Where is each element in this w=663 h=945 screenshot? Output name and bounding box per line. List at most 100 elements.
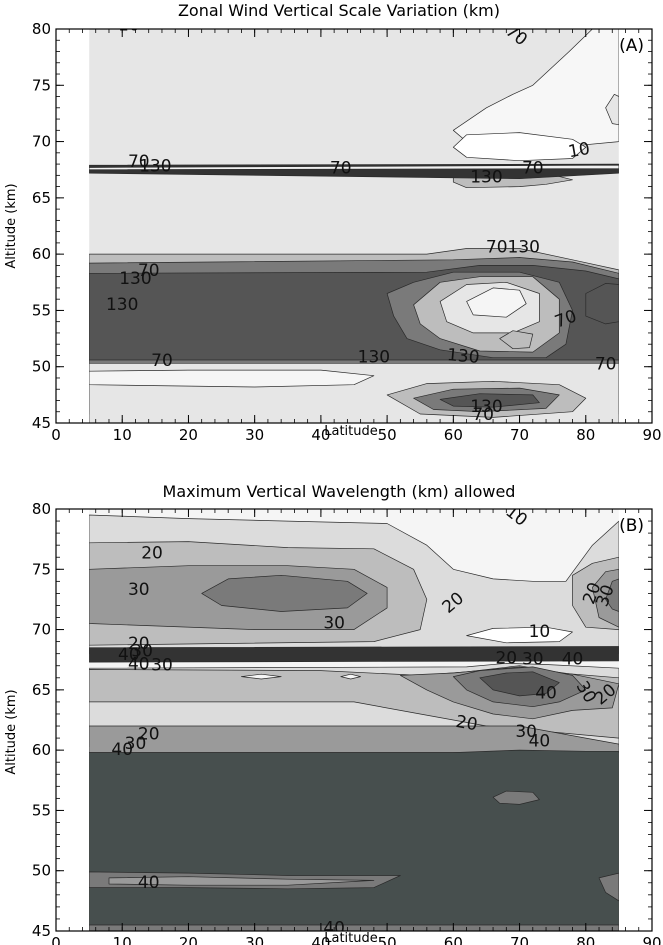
panel-a: Zonal Wind Vertical Scale Variation (km)… xyxy=(4,1,662,444)
panel-b-contour-region-6 xyxy=(605,578,619,612)
panel-a-contour-label-15: 130 xyxy=(446,345,480,368)
panel-b-x-tick-label: 10 xyxy=(113,934,132,945)
panel-b-x-tick-label: 60 xyxy=(444,934,463,945)
panel-b-x-tick-label: 30 xyxy=(245,934,264,945)
panel-a-contour-label-13: 70 xyxy=(151,351,173,371)
panel-a-y-tick-label: 70 xyxy=(32,133,51,151)
panel-a-contour-region-13 xyxy=(585,283,619,325)
panel-a-contour-field xyxy=(89,29,619,423)
panel-b-contour-region-14 xyxy=(241,673,282,680)
panel-b-y-tick-label: 55 xyxy=(32,801,51,819)
panel-b-x-tick-label: 0 xyxy=(51,934,61,945)
panel-b-contour-label-14: 30 xyxy=(522,650,544,670)
panel-b-contour-label-20: 30 xyxy=(515,722,537,742)
panel-a-y-axis-title: Altitude (km) xyxy=(4,183,19,268)
panel-a-x-tick-label: 20 xyxy=(179,426,198,444)
panel-b-y-tick-label: 45 xyxy=(32,922,51,940)
panel-b-contour-label-26: 40 xyxy=(323,919,345,939)
panel-b-contour-region-21 xyxy=(598,872,619,902)
panel-a-x-tick-label: 70 xyxy=(510,426,529,444)
panel-a-y-tick-label: 45 xyxy=(32,414,51,432)
panel-a-title: Zonal Wind Vertical Scale Variation (km) xyxy=(178,1,500,20)
panel-b-contour-label-16: 40 xyxy=(535,683,557,703)
panel-b-contour-region-8 xyxy=(89,646,619,663)
panel-b-x-axis-title: Latitude xyxy=(324,931,378,945)
panel-b-contour-region-15 xyxy=(340,673,361,680)
panel-a-y-tick-label: 80 xyxy=(32,20,51,38)
panel-b-contour-region-7 xyxy=(466,626,573,644)
panel-b-contour-label-12: 30 xyxy=(151,656,173,676)
panel-b-contour-label-23: 30 xyxy=(125,734,147,754)
panel-a-x-tick-label: 0 xyxy=(51,426,61,444)
panel-a-contour-label-0: 10 xyxy=(118,16,140,36)
panel-a-contour-region-4 xyxy=(89,164,619,171)
panel-b-contour-label-3: 30 xyxy=(323,614,345,634)
panel-b-contour-region-22 xyxy=(89,924,619,931)
panel-b-y-tick-label: 50 xyxy=(32,862,51,880)
panel-a-contour-label-3: 130 xyxy=(139,156,171,176)
panel-a-contour-region-12 xyxy=(499,330,534,350)
panel-b-y-tick-label: 80 xyxy=(32,500,51,518)
panel-b-contour-label-24: 40 xyxy=(111,740,133,760)
panel-b-contour-field xyxy=(89,509,619,931)
panel-b-y-tick-label: 60 xyxy=(32,741,51,759)
panel-b-contour-label-8: 20 xyxy=(128,634,150,654)
panel-b-contour-label-13: 20 xyxy=(495,649,517,669)
panel-b-tag: (B) xyxy=(619,516,644,536)
panel-a-x-tick-label: 50 xyxy=(378,426,397,444)
panel-b-x-tick-label: 80 xyxy=(576,934,595,945)
panel-b-contour-label-25: 40 xyxy=(138,873,160,893)
panel-a-x-tick-label: 10 xyxy=(113,426,132,444)
panel-a-x-tick-label: 90 xyxy=(642,426,661,444)
panel-b-title: Maximum Vertical Wavelength (km) allowed xyxy=(163,482,516,501)
panel-a-contour-region-1 xyxy=(452,132,587,162)
panel-a-y-tick-label: 75 xyxy=(32,76,51,94)
panel-b-x-tick-label: 20 xyxy=(179,934,198,945)
panel-b-contour-region-13 xyxy=(479,671,560,697)
panel-a-contour-label-5: 130 xyxy=(470,168,502,188)
panel-b-contour-label-9: 40 xyxy=(118,645,140,665)
panel-a-contour-region-18 xyxy=(439,393,540,408)
panel-b-contour-label-7: 10 xyxy=(529,622,551,642)
panel-b-y-tick-label: 65 xyxy=(32,681,51,699)
panel-b-x-tick-label: 40 xyxy=(311,934,330,945)
panel-b-contour-label-1: 20 xyxy=(141,544,163,564)
panel-b-frame xyxy=(55,508,653,932)
panel-b-contour-region-17 xyxy=(89,749,619,931)
panel-a-frame xyxy=(55,28,653,424)
panel-a-contour-label-11: 130 xyxy=(106,295,138,315)
panel-a-contour-label-6: 70 xyxy=(522,159,544,179)
panel-a-contour-label-17: 130 xyxy=(470,397,502,417)
panel-b-contour-label-11: 40 xyxy=(128,655,150,675)
panel-a-x-axis-title: Latitude xyxy=(324,424,378,439)
panel-a-x-tick-label: 40 xyxy=(311,426,330,444)
panel-b-contour-label-21: 40 xyxy=(529,732,551,752)
panel-b-y-tick-label: 75 xyxy=(32,560,51,578)
panel-a-contour-label-8: 70130 xyxy=(486,237,540,257)
panel-a-contour-label-9: 70 xyxy=(138,261,160,281)
panel-a-y-tick-label: 65 xyxy=(32,189,51,207)
panel-a-contour-region-11 xyxy=(466,287,527,318)
panel-a-x-tick-label: 80 xyxy=(576,426,595,444)
panel-b-contour-region-20 xyxy=(108,876,375,886)
panel-b-y-axis-title: Altitude (km) xyxy=(4,689,19,774)
panel-b-x-tick-label: 50 xyxy=(378,934,397,945)
panel-a-contour-label-7: 10 xyxy=(567,139,592,162)
panel-a-y-tick-label: 55 xyxy=(32,301,51,319)
panel-a-contour-label-4: 70 xyxy=(330,159,352,179)
panel-a-x-tick-label: 30 xyxy=(245,426,264,444)
panel-a-contour-label-18: 70 xyxy=(472,405,494,425)
panel-a-contour-label-14: 130 xyxy=(358,348,390,368)
panel-b-contour-label-2: 30 xyxy=(128,580,150,600)
panel-a-contour-region-0 xyxy=(452,29,619,151)
panel-a-contour-label-10: 130 xyxy=(119,269,151,289)
panel-a-x-tick-label: 60 xyxy=(444,426,463,444)
panel-b: Maximum Vertical Wavelength (km) allowed… xyxy=(4,482,662,945)
panel-a-contour-label-16: 70 xyxy=(595,354,617,374)
panel-b-contour-label-19: 20 xyxy=(454,712,479,735)
panel-a-tag: (A) xyxy=(619,36,644,56)
panel-a-contour-region-15 xyxy=(89,369,375,388)
panel-b-contour-region-18 xyxy=(492,790,540,805)
